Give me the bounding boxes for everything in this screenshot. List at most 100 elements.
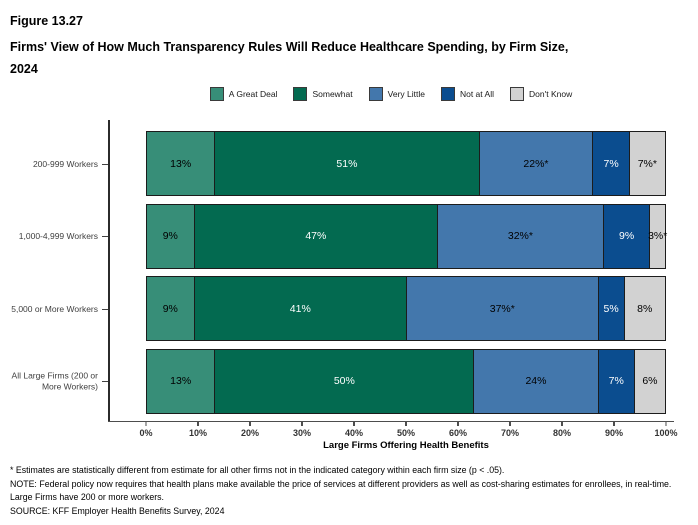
bar-segment: 6% (633, 349, 665, 413)
bar-segment: 3%* (648, 204, 668, 268)
bar-segment: 32%* (437, 204, 603, 268)
stacked-bar: 13% 51% 22%* 7% 7%* (146, 131, 666, 196)
x-tick: 20% (241, 422, 259, 438)
bar-segment: 47% (193, 204, 438, 268)
stacked-bar: 9% 47% 32%* 9% 3%* (146, 203, 668, 269)
legend-swatch-icon (209, 87, 224, 101)
bar-segment: 8% (623, 277, 665, 340)
bar-segment-label: 22%* (523, 157, 549, 170)
bar-segment-label: 51% (336, 157, 358, 170)
bar-segment: 51% (214, 132, 479, 195)
bar-segment-label: 47% (305, 230, 327, 242)
x-tick-label: 20% (240, 428, 260, 438)
bar-segment: 22%* (478, 132, 593, 195)
x-tick-mark (405, 422, 407, 426)
legend-item: Very Little (368, 87, 425, 101)
legend-swatch-icon (368, 87, 383, 101)
legend-swatch-icon (440, 87, 455, 101)
bar-segment: 37%* (405, 277, 598, 340)
bar-segment-label: 50% (333, 375, 355, 387)
bar-row: All Large Firms (200 or More Workers) 13%… (0, 348, 698, 414)
legend-swatch-icon (510, 87, 524, 101)
x-tick-mark (249, 422, 251, 426)
bar-segment-label: 24% (525, 375, 547, 387)
figure-number: Figure 13.27 (10, 14, 83, 28)
bar-segment-label: 7% (608, 375, 624, 387)
bar-segment: 7% (592, 132, 629, 195)
bar-row: 200-999 Workers 13% 51% 22%* 7% 7%* (0, 131, 698, 196)
x-axis-ticks: 0% 10% 20% 30% 40% 50% 60% 70% 80% 90% 100% (139, 422, 678, 442)
x-tick: 30% (293, 422, 311, 438)
bar-segment-label: 5% (603, 302, 619, 315)
stacked-bar: 9% 41% 37%* 5% 8% (146, 276, 666, 341)
bar-row: 5,000 or More Workers 9% 41% 37%* 5% 8% (0, 276, 698, 341)
x-tick-label: 50% (396, 428, 416, 438)
footnote-note: NOTE: Federal policy now requires that h… (10, 478, 672, 503)
x-tick: 50% (397, 422, 415, 438)
bar-segment-label: 7%* (637, 157, 657, 170)
chart-rows: 200-999 Workers 13% 51% 22%* 7% 7%* 1,000-4,99… (0, 131, 698, 414)
y-tick-mark (102, 308, 108, 310)
category-label: All Large Firms (200 or More Workers) (11, 370, 98, 392)
page-title-line-2: 2024 (10, 62, 38, 76)
footnote-source: SOURCE: KFF Employer Health Benefits Sur… (10, 505, 225, 516)
legend-swatch-icon (293, 87, 308, 101)
bar-segment-label: 32%* (507, 230, 533, 242)
bar-segment-label: 9% (162, 230, 178, 242)
x-tick-mark (301, 422, 303, 426)
category-label: 5,000 or More Workers (11, 303, 98, 314)
bar-segment-label: 7% (603, 157, 619, 170)
bar-segment: 5% (597, 277, 624, 340)
x-axis-line (108, 421, 674, 423)
x-tick-label: 80% (552, 428, 572, 438)
x-tick: 60% (449, 422, 467, 438)
x-tick-label: 10% (188, 428, 208, 438)
bar-segment: 9% (147, 277, 194, 340)
bar-segment-label: 8% (637, 302, 653, 315)
category-label: 200-999 Workers (32, 158, 98, 169)
x-tick-mark (353, 422, 355, 426)
stacked-bar: 13% 50% 24% 7% 6% (146, 348, 666, 414)
x-tick-mark (665, 422, 667, 426)
legend-item: Somewhat (293, 87, 353, 101)
x-tick: 100% (654, 422, 678, 438)
x-tick-mark (561, 422, 563, 426)
x-axis-title: Large Firms Offering Health Benefits (323, 440, 489, 451)
x-tick-mark (457, 422, 459, 426)
bar-segment: 41% (193, 277, 406, 340)
bar-segment-label: 37%* (489, 302, 515, 315)
bar-segment-label: 13% (170, 157, 192, 170)
bar-segment-label: 13% (170, 375, 192, 387)
legend-label: Not at All (459, 89, 494, 99)
bar-segment-label: 9% (619, 230, 635, 242)
x-tick-mark (145, 422, 147, 426)
stacked-bar-chart: 200-999 Workers 13% 51% 22%* 7% 7%* 1,000-4,99… (0, 120, 698, 422)
bar-segment-label: 6% (642, 375, 658, 387)
bar-segment: 13% (147, 132, 215, 195)
x-tick-label: 100% (654, 428, 678, 438)
legend-label: A Great Deal (228, 89, 278, 99)
x-tick-label: 30% (292, 428, 312, 438)
x-tick-mark (197, 422, 199, 426)
bar-segment: 7%* (628, 132, 665, 195)
x-tick: 80% (553, 422, 571, 438)
bar-segment-label: 3%* (648, 230, 668, 242)
x-tick: 40% (345, 422, 363, 438)
legend-label: Very Little (387, 89, 425, 99)
y-tick-mark (102, 163, 108, 165)
y-tick-mark (102, 236, 108, 238)
bar-segment: 9% (602, 204, 650, 268)
category-label: 1,000-4,999 Workers (18, 230, 98, 241)
legend-item: A Great Deal (209, 87, 278, 101)
footnotes: * Estimates are statistically different … (10, 464, 692, 518)
legend-label: Don't Know (529, 89, 573, 99)
bar-segment-label: 9% (162, 302, 178, 315)
x-tick-label: 70% (500, 428, 520, 438)
legend-label: Somewhat (312, 89, 353, 99)
x-tick: 0% (139, 422, 153, 438)
bar-segment: 13% (147, 349, 215, 413)
bar-segment: 7% (597, 349, 634, 413)
page-title: Firms' View of How Much Transparency Rul… (10, 36, 682, 80)
bar-segment: 24% (473, 349, 598, 413)
x-tick-label: 90% (604, 428, 624, 438)
